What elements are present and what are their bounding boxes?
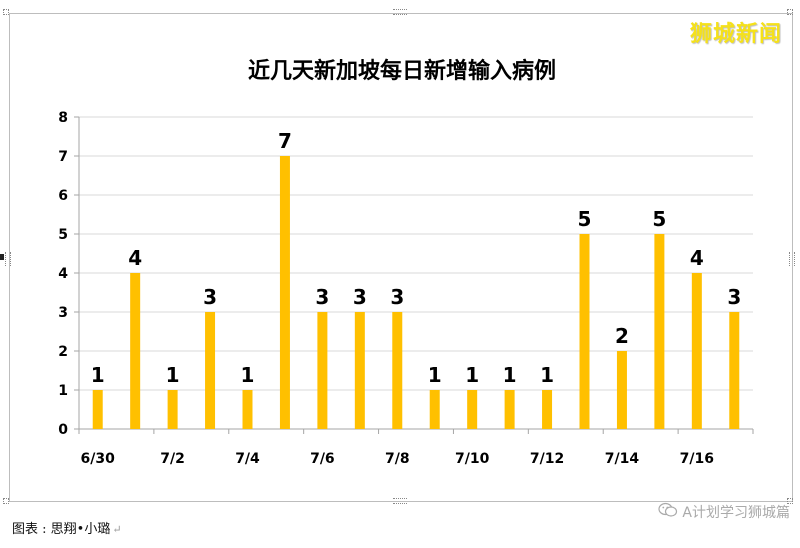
y-tick-label: 0 — [58, 422, 68, 438]
resize-handle-left[interactable] — [5, 252, 11, 266]
x-tick-label: 7/2 — [160, 451, 185, 467]
data-label: 1 — [91, 363, 105, 387]
data-label: 1 — [540, 363, 554, 387]
bar-6/30 — [92, 390, 103, 429]
resize-handle-top[interactable] — [393, 9, 407, 15]
data-label: 1 — [465, 363, 479, 387]
data-label: 1 — [428, 363, 442, 387]
wechat-icon — [658, 502, 678, 522]
resize-handle-top-right[interactable] — [787, 9, 793, 15]
data-label: 2 — [615, 324, 629, 348]
watermark-bottom-text: A计划学习狮城篇 — [682, 505, 790, 521]
chart-title: 近几天新加坡每日新增输入病例 — [248, 58, 556, 84]
data-label: 1 — [166, 363, 180, 387]
bar-7/17 — [729, 312, 740, 429]
y-tick-label: 5 — [58, 227, 68, 243]
x-tick-label: 7/4 — [235, 451, 260, 467]
resize-handle-bottom-right[interactable] — [787, 498, 793, 504]
resize-handle-bottom[interactable] — [393, 498, 407, 504]
y-tick-label: 4 — [58, 266, 68, 282]
resize-handle-right[interactable] — [789, 252, 795, 266]
x-tick-label: 7/14 — [605, 451, 640, 467]
bar-7/6 — [317, 312, 328, 429]
x-tick-label: 7/10 — [455, 451, 490, 467]
data-label: 5 — [652, 207, 666, 231]
bar-7/4 — [242, 390, 253, 429]
bar-7/3 — [205, 312, 216, 429]
bars — [92, 156, 740, 429]
bar-7/11 — [504, 390, 515, 429]
y-tick-label: 6 — [58, 188, 68, 204]
y-axis-ticks: 0 1 2 3 4 5 6 7 8 — [58, 110, 68, 438]
resize-handle-bottom-left[interactable] — [3, 498, 9, 504]
return-mark: ↵ — [112, 523, 122, 536]
x-axis-ticks: 6/30 7/2 7/4 7/6 7/8 7/10 7/12 7/14 7/16 — [78, 429, 754, 467]
resize-handle-top-left[interactable] — [3, 9, 9, 15]
bar-7/13 — [579, 234, 590, 429]
bar-7/15 — [654, 234, 665, 429]
x-tick-label: 7/16 — [680, 451, 714, 467]
caption-text: 图表 : 思翔•小璐 — [12, 522, 111, 537]
watermark-bottom: A计划学习狮城篇 — [658, 502, 790, 522]
bar-7/12 — [542, 390, 553, 429]
y-tick-label: 2 — [58, 344, 68, 360]
bar-7/5 — [279, 156, 290, 429]
data-label: 3 — [727, 285, 741, 309]
caption: 图表 : 思翔•小璐 ↵ — [12, 518, 122, 537]
bar-7/8 — [392, 312, 403, 429]
bar-7/10 — [467, 390, 478, 429]
y-tick-label: 7 — [58, 149, 68, 165]
data-label: 4 — [128, 246, 142, 270]
x-tick-label: 7/6 — [310, 451, 335, 467]
y-tick-label: 8 — [58, 110, 68, 126]
data-label: 5 — [578, 207, 592, 231]
y-tick-label: 3 — [58, 305, 68, 321]
bar-7/1 — [130, 273, 141, 429]
x-tick-label: 7/8 — [385, 451, 410, 467]
data-label: 4 — [690, 246, 704, 270]
bar-7/16 — [691, 273, 702, 429]
x-tick-label: 7/12 — [530, 451, 564, 467]
data-label: 3 — [390, 285, 404, 309]
bar-7/14 — [616, 351, 627, 429]
y-tick-label: 1 — [58, 383, 68, 399]
x-tick-label: 6/30 — [81, 451, 116, 467]
data-label: 3 — [353, 285, 367, 309]
data-label: 7 — [278, 129, 292, 153]
watermark-top: 狮城新闻 — [689, 22, 782, 47]
data-label: 1 — [241, 363, 255, 387]
data-label: 1 — [503, 363, 517, 387]
data-label: 3 — [315, 285, 329, 309]
gridlines — [74, 116, 753, 430]
cursor-marker — [0, 254, 4, 260]
bar-7/9 — [429, 390, 440, 429]
bar-7/2 — [167, 390, 178, 429]
bar-7/7 — [354, 312, 365, 429]
data-label: 3 — [203, 285, 217, 309]
